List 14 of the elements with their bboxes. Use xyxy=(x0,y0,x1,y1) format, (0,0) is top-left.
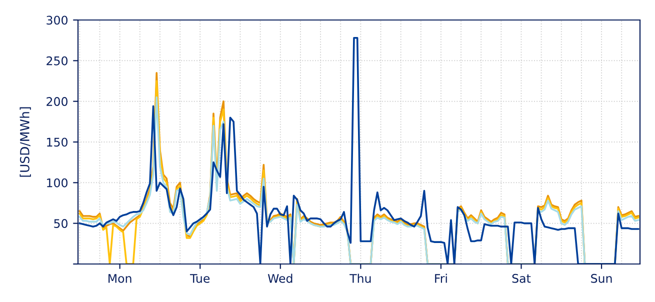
y-tick-label: 50 xyxy=(54,219,68,228)
x-tick-label: Mon xyxy=(108,274,132,283)
y-tick-label: 100 xyxy=(47,178,68,188)
y-tick-label: 250 xyxy=(46,56,68,66)
y-axis-title: [USD/MWh] xyxy=(20,107,31,177)
x-tick-label: Sat xyxy=(512,274,531,283)
y-tick-label: 300 xyxy=(46,16,68,25)
y-tick-label: 200 xyxy=(46,97,68,106)
x-tick-label: Sun xyxy=(591,274,612,283)
x-tick-label: Thu xyxy=(350,274,371,283)
x-tick-label: Fri xyxy=(435,274,447,283)
y-tick-label: 150 xyxy=(47,138,68,147)
x-tick-label: Tue xyxy=(190,274,210,283)
x-tick-label: Wed xyxy=(268,274,292,283)
